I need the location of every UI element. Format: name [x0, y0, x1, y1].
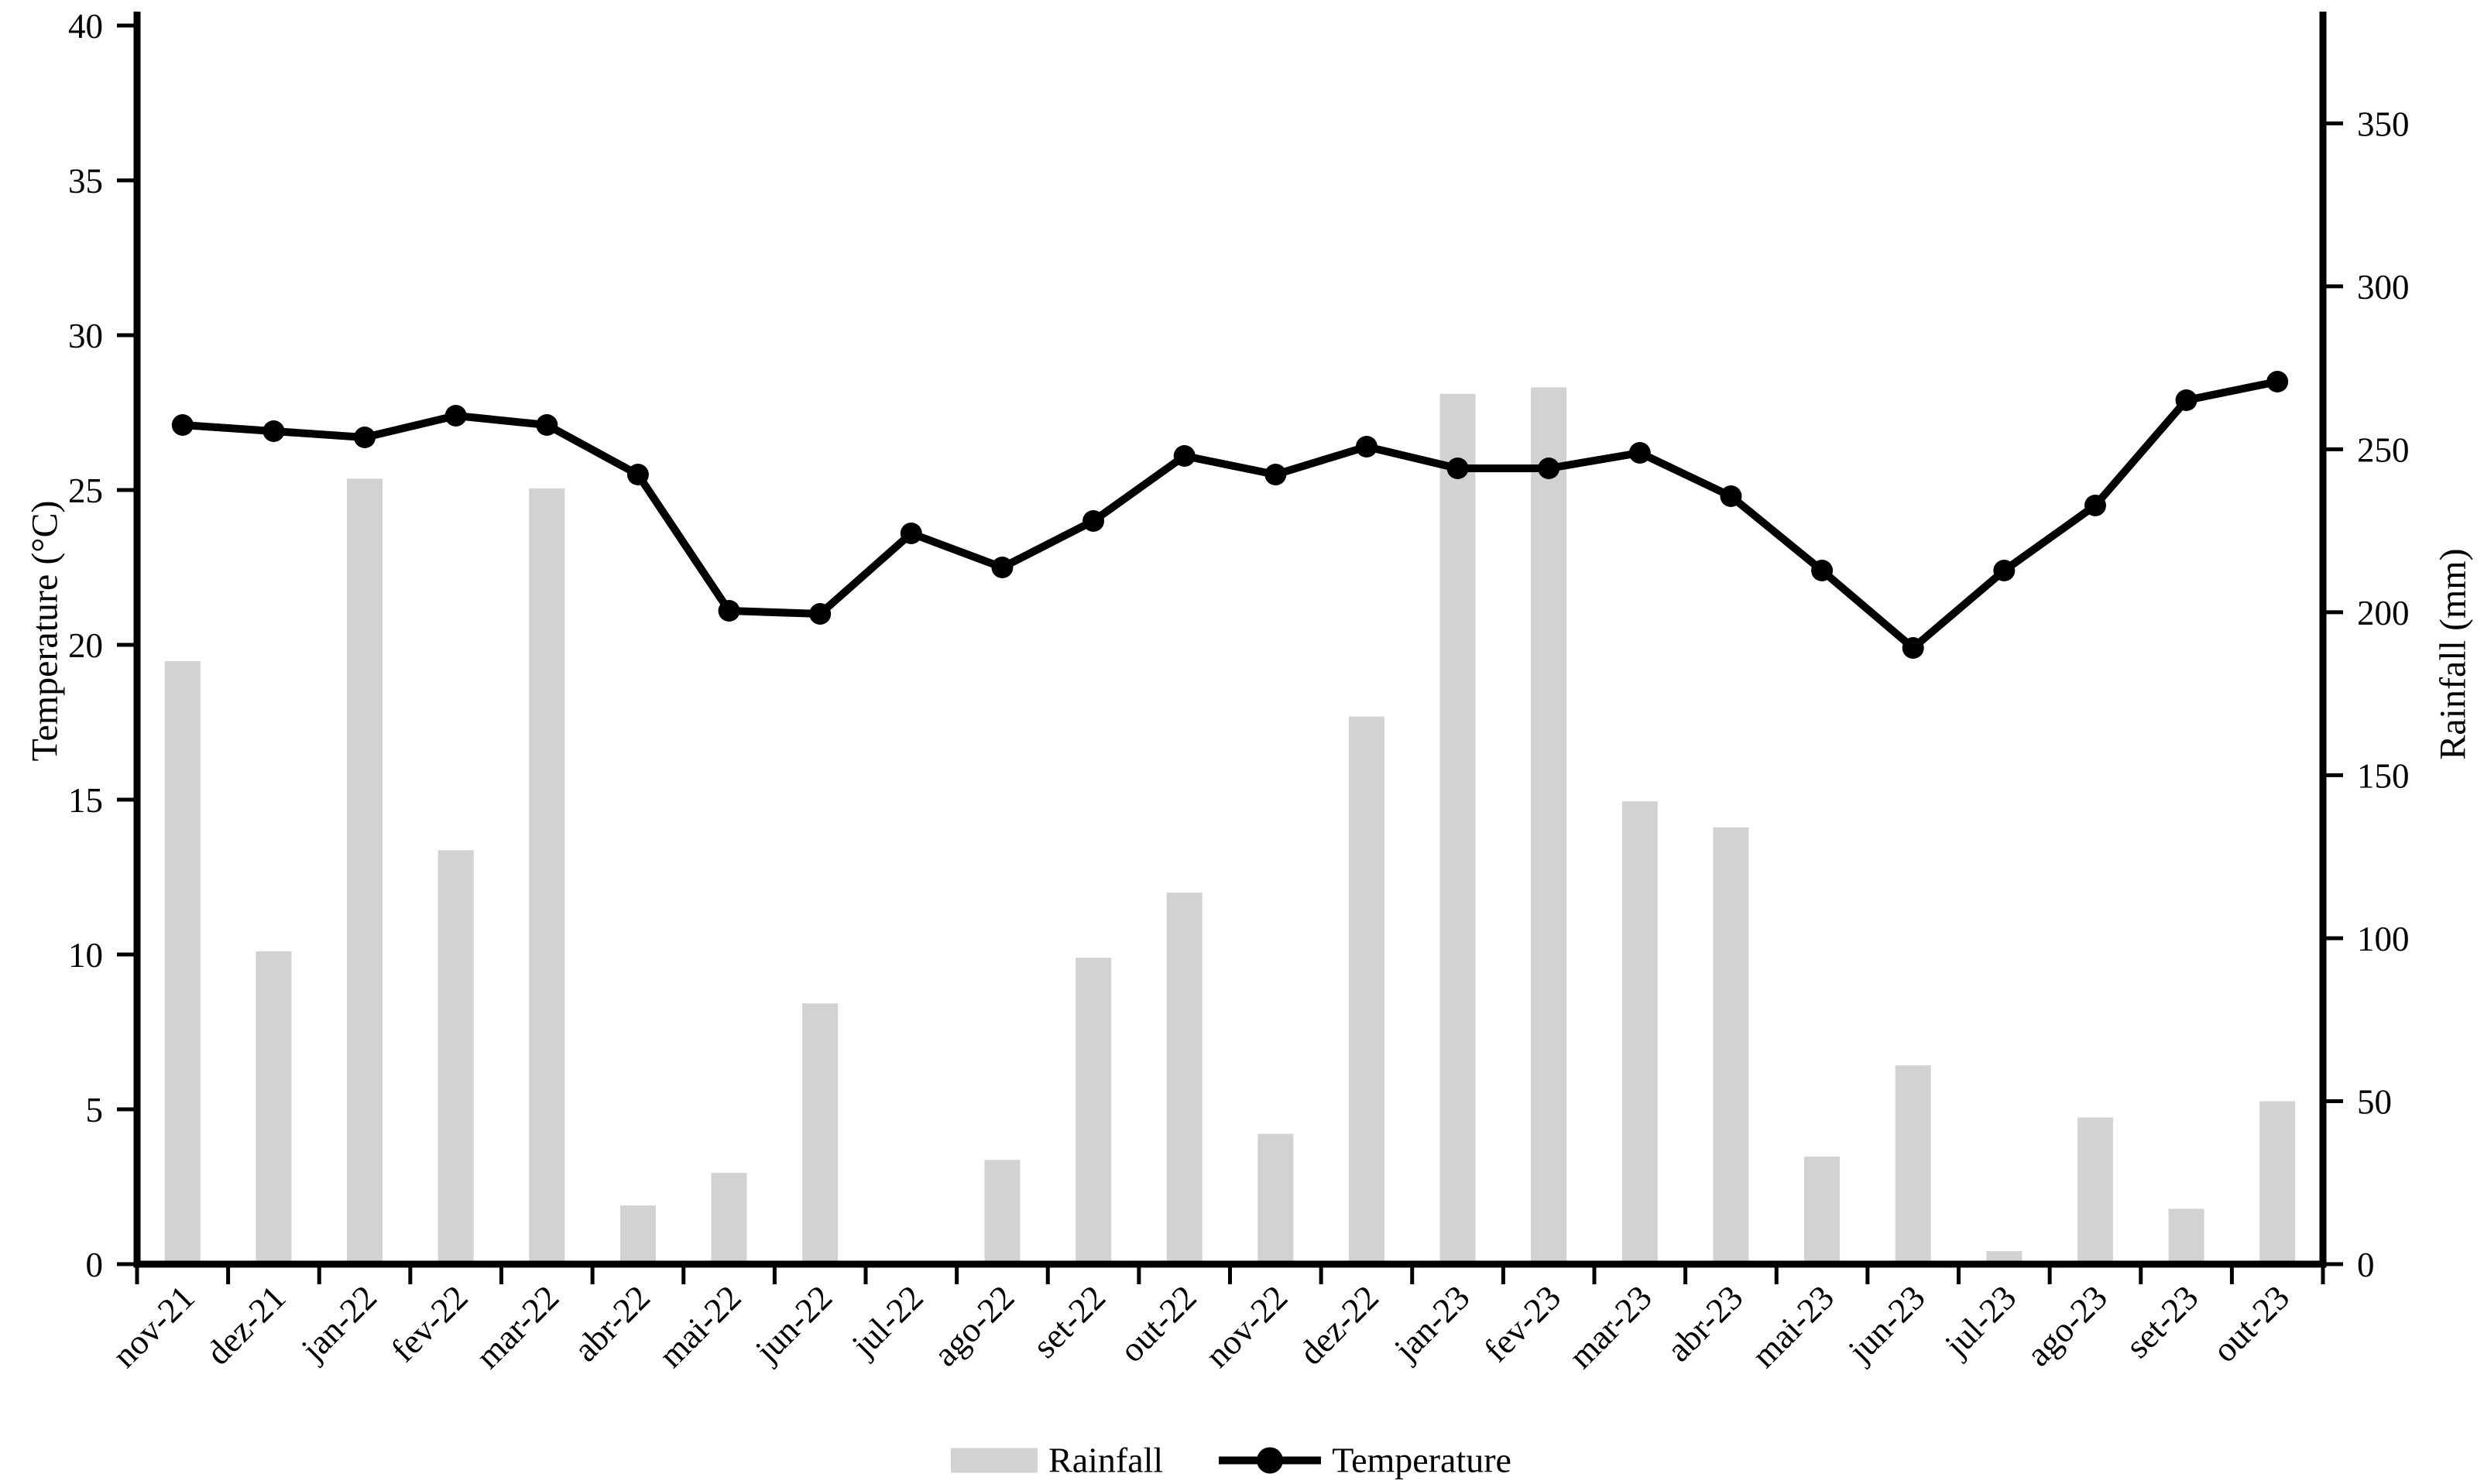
- temperature-point-mai-23: [1811, 560, 1834, 581]
- temperature-point-nov-21: [171, 414, 194, 436]
- y-left-tick-label: 25: [68, 471, 103, 510]
- temperature-point-dez-22: [1355, 436, 1378, 458]
- temperature-point-dez-21: [262, 420, 285, 442]
- temperature-point-out-22: [1173, 445, 1196, 467]
- temperature-point-jul-23: [1993, 560, 2016, 581]
- rainfall-bar-set-22: [1076, 958, 1112, 1264]
- rainfall-bar-dez-21: [256, 951, 292, 1264]
- rainfall-bar-dez-22: [1348, 716, 1384, 1264]
- x-tick-label-nov-21: nov-21: [105, 1278, 202, 1376]
- y-left-tick-label: 15: [68, 781, 103, 820]
- x-tick-label-jan-22: jan-22: [293, 1278, 384, 1369]
- rainfall-bar-ago-23: [2077, 1117, 2113, 1264]
- y-right-tick-label: 0: [2357, 1246, 2375, 1284]
- rainfall-bar-set-23: [2168, 1208, 2204, 1264]
- y-left-tick-label: 0: [86, 1246, 104, 1284]
- left-axis-title: Temperature (°C): [24, 500, 66, 762]
- rainfall-swatch-icon: [951, 1448, 1038, 1472]
- x-tick-label-fev-22: fev-22: [383, 1278, 475, 1369]
- rainfall-bar-fev-22: [437, 850, 474, 1264]
- y-left-tick-label: 10: [68, 936, 103, 975]
- rainfall-bar-nov-22: [1257, 1133, 1294, 1264]
- rainfall-bar-mai-23: [1804, 1157, 1841, 1264]
- y-left-tick-label: 20: [68, 626, 103, 665]
- y-left-tick-label: 40: [68, 7, 103, 46]
- rainfall-bar-nov-21: [164, 661, 201, 1264]
- temperature-point-mar-22: [536, 414, 558, 436]
- x-tick-label-out-23: out-23: [2205, 1278, 2297, 1369]
- temperature-point-mar-23: [1628, 442, 1651, 464]
- rainfall-bar-ago-22: [984, 1160, 1021, 1264]
- legend: Rainfall Temperature: [951, 1440, 1511, 1481]
- temperature-point-fev-23: [1538, 458, 1560, 479]
- y-right-tick-label: 350: [2357, 105, 2410, 143]
- x-tick-label-jan-23: jan-23: [1386, 1278, 1477, 1369]
- temperature-point-fev-22: [444, 405, 467, 427]
- x-tick-label-dez-22: dez-22: [1292, 1278, 1386, 1373]
- legend-label-temperature: Temperature: [1332, 1440, 1511, 1480]
- x-tick-label-ago-23: ago-23: [2019, 1278, 2115, 1374]
- x-tick-label-fev-23: fev-23: [1477, 1278, 1568, 1369]
- temperature-line: [178, 378, 2282, 652]
- x-tick-label-jul-23: jul-23: [1937, 1278, 2024, 1366]
- temperature-line-marker-icon: [1219, 1447, 1322, 1473]
- temperature-point-nov-22: [1264, 464, 1287, 485]
- x-tick-label-dez-21: dez-21: [199, 1278, 293, 1373]
- rainfall-bar-mar-22: [529, 488, 565, 1264]
- x-tick-label-set-23: set-23: [2119, 1278, 2206, 1366]
- temperature-point-jan-23: [1446, 458, 1469, 479]
- temperature-point-jun-23: [1902, 637, 1924, 659]
- y-right-tick-label: 150: [2357, 756, 2410, 795]
- y-left-tick-label: 30: [68, 317, 103, 355]
- x-tick-label-set-22: set-22: [1025, 1278, 1113, 1366]
- y-right-tick-label: 50: [2357, 1082, 2392, 1121]
- x-tick-label-jun-22: jun-22: [746, 1278, 839, 1371]
- rainfall-bar-fev-23: [1531, 387, 1567, 1264]
- y-right-tick-label: 100: [2357, 920, 2410, 958]
- rainfall-bar-jan-23: [1439, 393, 1476, 1265]
- rainfall-bar-abr-23: [1713, 827, 1749, 1264]
- temperature-point-ago-23: [2084, 495, 2106, 516]
- temperature-point-mai-22: [718, 600, 740, 622]
- rainfall-bar-abr-22: [619, 1205, 656, 1264]
- x-tick-label-mai-23: mai-23: [1745, 1278, 1841, 1375]
- x-tick-label-abr-23: abr-23: [1659, 1278, 1751, 1369]
- x-tick-label-jun-23: jun-23: [1840, 1278, 1933, 1371]
- temperature-point-set-23: [2175, 389, 2198, 411]
- legend-item-temperature: Temperature: [1219, 1440, 1511, 1481]
- temperature-point-jan-22: [354, 427, 376, 448]
- x-tick-label-mar-22: mar-22: [468, 1278, 567, 1376]
- x-tick-label-ago-22: ago-22: [926, 1278, 1022, 1374]
- temperature-point-jun-22: [809, 603, 832, 625]
- temperature-point-ago-22: [991, 557, 1014, 578]
- legend-label-rainfall: Rainfall: [1048, 1440, 1164, 1480]
- y-right-tick-label: 300: [2357, 268, 2410, 307]
- right-axis-title: Rainfall (mm): [2432, 548, 2474, 760]
- temperature-point-set-22: [1082, 510, 1105, 532]
- y-right-tick-label: 200: [2357, 594, 2410, 632]
- temperature-point-jul-22: [900, 523, 922, 544]
- temperature-point-out-23: [2266, 371, 2289, 392]
- x-tick-label-nov-22: nov-22: [1198, 1278, 1295, 1376]
- y-left-tick-label: 35: [68, 162, 103, 200]
- rainfall-bar-out-23: [2259, 1101, 2296, 1264]
- x-tick-label-jul-22: jul-22: [843, 1278, 931, 1366]
- rainfall-bar-jan-22: [347, 478, 383, 1264]
- y-left-tick-label: 5: [86, 1091, 104, 1129]
- rainfall-bar-jun-22: [802, 1003, 839, 1264]
- rainfall-bar-jun-23: [1895, 1065, 1931, 1264]
- rainfall-bar-out-22: [1166, 893, 1203, 1264]
- x-tick-label-mai-22: mai-22: [651, 1278, 748, 1375]
- y-right-tick-label: 250: [2357, 430, 2410, 469]
- rainfall-bar-mar-23: [1621, 801, 1658, 1264]
- legend-item-rainfall: Rainfall: [951, 1440, 1163, 1481]
- rainfall-bar-mai-22: [711, 1173, 747, 1264]
- x-tick-label-out-22: out-22: [1112, 1278, 1203, 1369]
- temperature-point-abr-23: [1720, 485, 1742, 507]
- x-tick-label-mar-23: mar-23: [1561, 1278, 1659, 1376]
- x-tick-label-abr-22: abr-22: [566, 1278, 657, 1369]
- temperature-point-abr-22: [626, 464, 649, 485]
